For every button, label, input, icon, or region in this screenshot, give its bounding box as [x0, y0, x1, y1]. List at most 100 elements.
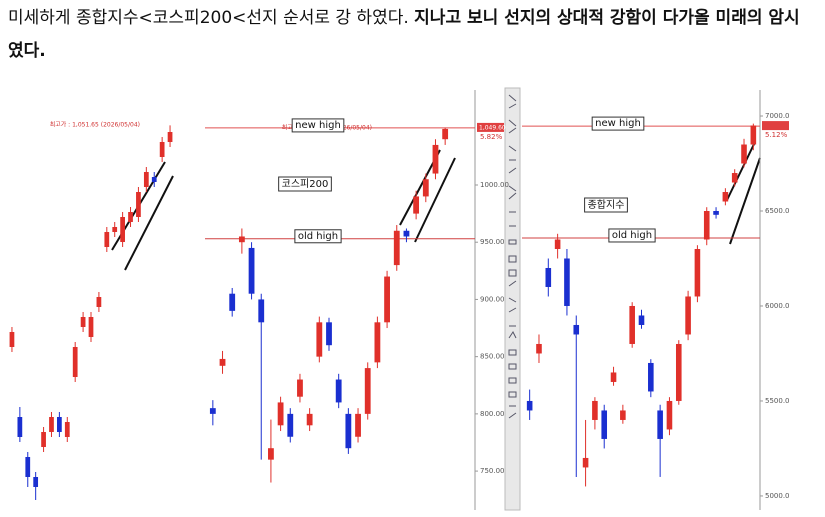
y-tick-label: 900.00: [480, 295, 505, 303]
candle-body: [731, 173, 738, 183]
candle-body: [209, 408, 216, 414]
candle-body: [592, 400, 598, 420]
reference-label: old high: [612, 230, 652, 241]
reference-label: new high: [295, 120, 341, 131]
candle-body: [33, 477, 39, 487]
header-text: 미세하게 종합지수<코스피200<선지 순서로 강 하였다. 지나고 보니 선지…: [8, 2, 813, 68]
candle-body: [229, 293, 236, 311]
candle-body: [536, 343, 542, 354]
reference-label-box: [591, 116, 645, 131]
candle-body: [159, 142, 165, 157]
candle-body: [432, 144, 439, 174]
candle-body: [610, 372, 617, 382]
candle-body: [564, 258, 570, 306]
reference-label-box: [291, 118, 345, 133]
candle-body: [582, 457, 589, 468]
candle-body: [355, 413, 361, 437]
panel-title: 종합지수: [588, 199, 625, 211]
panel-title-box: [584, 197, 628, 213]
change-label: 5.82%: [480, 133, 503, 141]
candle-body: [666, 400, 673, 430]
candle-body: [120, 217, 125, 242]
y-tick-label: 7000.0: [765, 112, 790, 120]
y-tick-label: 5000.0: [765, 492, 790, 500]
candle-body: [80, 317, 86, 327]
price-tag-box: [477, 122, 504, 132]
candle-body: [9, 332, 15, 347]
candle-body: [128, 212, 133, 222]
candle-body: [248, 247, 255, 294]
candle-body: [675, 343, 682, 401]
y-tick-label: 950.00: [480, 238, 505, 246]
header-normal: 미세하게 종합지수<코스피200<선지 순서로 강 하였다.: [8, 8, 415, 28]
candle-body: [573, 324, 580, 335]
y-tick-label: 6500.0: [765, 207, 790, 215]
candle-body: [316, 322, 323, 357]
price-tag: 1,049.60: [479, 124, 506, 131]
candle-body: [88, 317, 94, 337]
candle-body: [17, 417, 23, 437]
candle-body: [629, 305, 635, 344]
y-tick-label: 1000.00: [480, 181, 509, 189]
change-label: 5.12%: [765, 131, 788, 139]
candle-body: [335, 379, 342, 403]
candle-body: [25, 457, 31, 477]
candle-body: [57, 417, 62, 432]
candle-body: [268, 448, 274, 460]
candle-body: [384, 276, 390, 323]
candle-body: [287, 413, 294, 437]
candle-body: [638, 315, 645, 325]
candle-body: [306, 413, 313, 426]
candle-body: [238, 236, 245, 243]
y-tick-label: 850.00: [480, 353, 505, 361]
candle-body: [345, 413, 352, 449]
candle-body: [422, 179, 429, 197]
candle-body: [136, 192, 141, 217]
trend-line: [729, 157, 761, 245]
candle-body: [104, 232, 110, 247]
header-bold: 지나고 보니 선지의 상대적 강함이 다가올 미래의 암시였다.: [8, 8, 800, 61]
candle-body: [364, 368, 371, 414]
candle-body: [219, 358, 226, 366]
candle-body: [96, 297, 102, 307]
y-tick-label: 800.00: [480, 410, 505, 418]
candle-body: [413, 196, 420, 214]
candle-body: [685, 296, 691, 335]
candle-body: [545, 267, 552, 287]
candle-body: [41, 432, 46, 447]
candle-body: [620, 410, 626, 420]
candle-body: [167, 132, 173, 142]
candle-body: [741, 144, 747, 164]
candle-body: [277, 402, 284, 426]
candle-body: [554, 239, 561, 249]
reference-label-box: [608, 228, 656, 243]
y-tick-label: 750.00: [480, 467, 505, 475]
trend-line: [124, 175, 174, 271]
candle-body: [297, 379, 303, 397]
toolbar: [504, 87, 521, 511]
candle-body: [374, 322, 381, 363]
candle-body: [49, 417, 54, 432]
candle-body: [393, 230, 400, 266]
candle-body: [526, 400, 533, 411]
candle-body: [694, 248, 701, 297]
trend-line: [414, 157, 456, 243]
candle-body: [601, 410, 608, 439]
trend-line: [726, 141, 756, 201]
candle-body: [72, 347, 78, 377]
y-tick-label: 6000.0: [765, 302, 790, 310]
reference-label: old high: [298, 231, 338, 242]
candle-body: [258, 299, 265, 323]
panel-title: 코스피200: [282, 178, 329, 190]
candle-body: [657, 410, 663, 439]
candle-body: [151, 177, 157, 182]
candle-body: [112, 227, 118, 232]
candle-body: [648, 362, 654, 392]
peak-label: 최고가 : 1,051.65 (2026/05/04): [50, 121, 140, 129]
panel-title-box: [278, 176, 332, 192]
candle-body: [403, 230, 410, 237]
toolbar-icons: [508, 94, 517, 419]
reference-label: new high: [595, 118, 641, 129]
y-tick-label: 5500.0: [765, 397, 790, 405]
